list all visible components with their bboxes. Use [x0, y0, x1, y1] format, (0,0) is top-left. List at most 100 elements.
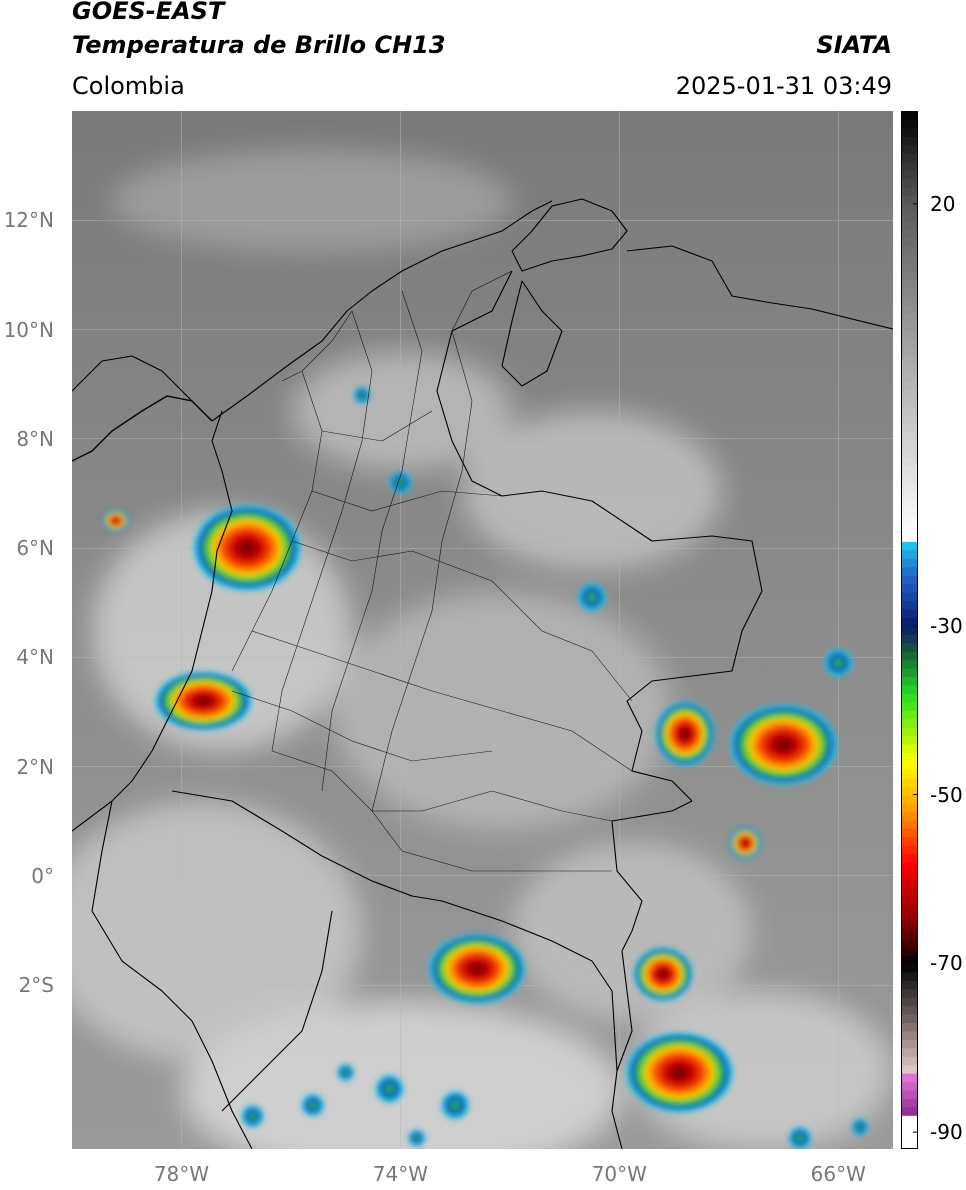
latitude-tick-label: 2°S	[18, 973, 54, 998]
colorbar-band	[901, 1022, 918, 1032]
colorbar-band	[901, 667, 918, 678]
venezuela-coast	[626, 245, 893, 330]
small-convective-cell	[851, 1118, 870, 1137]
colorbar-band	[901, 878, 918, 888]
colorbar-band	[901, 355, 918, 365]
colorbar-band	[901, 769, 918, 779]
colorbar-band	[901, 288, 918, 298]
storm-cell-guainia-south	[728, 826, 762, 860]
product-title: Temperatura de Brillo CH13	[72, 31, 446, 59]
colorbar-band	[901, 532, 918, 542]
colorbar-band	[901, 246, 918, 256]
storm-cell-vichada-west	[654, 701, 716, 767]
latitude-tick-label: 8°N	[16, 426, 54, 451]
colorbar-band	[901, 684, 918, 694]
colorbar-band	[901, 870, 918, 880]
colorbar-band	[901, 161, 918, 171]
colorbar-band	[901, 828, 918, 838]
latitude-tick-label: 10°N	[3, 317, 54, 342]
colorbar-band	[901, 997, 918, 1007]
colorbar-band	[901, 803, 918, 813]
colorbar-band	[901, 887, 918, 897]
colorbar-tick-label: -90	[930, 1120, 963, 1145]
colorbar-band	[901, 381, 918, 391]
colorbar-band	[901, 127, 918, 137]
latitude-tick-label: 2°N	[16, 754, 54, 779]
small-convective-cell	[374, 1073, 405, 1104]
map-gridlines	[72, 111, 893, 1149]
colombia-coast-caribbean	[211, 200, 553, 422]
latitude-tick-label: 12°N	[3, 208, 54, 233]
colorbar-band	[901, 1132, 918, 1142]
colorbar-band	[901, 735, 918, 745]
colorbar-band	[901, 836, 918, 846]
colorbar-band	[901, 170, 918, 180]
colorbar-band	[901, 305, 918, 315]
colorbar-band	[901, 296, 918, 306]
colorbar-band	[901, 212, 918, 222]
storm-cell-caribbean-islets	[102, 509, 130, 532]
colorbar-band	[901, 490, 918, 500]
colorbar-band	[901, 617, 918, 627]
colorbar-band	[901, 895, 918, 905]
colorbar-band	[901, 313, 918, 323]
colorbar-band	[901, 701, 918, 711]
colorbar-band	[901, 1013, 918, 1024]
datetime-label: 2025-01-31 03:49	[675, 72, 892, 100]
longitude-tick-label: 78°W	[153, 1162, 210, 1186]
colorbar-band	[901, 1073, 918, 1083]
colorbar-band	[901, 634, 918, 644]
storm-cell-putumayo	[427, 933, 527, 1005]
colorbar-band	[901, 625, 918, 635]
longitude-tick-label: 74°W	[372, 1162, 429, 1186]
colorbar-band	[901, 558, 918, 568]
colorbar-band	[901, 794, 918, 804]
longitude-tick-label: 66°W	[810, 1162, 866, 1186]
colorbar-band	[901, 862, 918, 872]
colorbar-band	[901, 1140, 918, 1149]
colorbar-band	[901, 1098, 918, 1108]
colorbar-band	[901, 710, 918, 720]
panama-coast	[72, 355, 213, 422]
colorbar-band	[901, 524, 918, 534]
colorbar-band	[901, 651, 918, 661]
colorbar-tick-label: 20	[930, 191, 956, 216]
colorbar-band	[901, 575, 918, 585]
colorbar-band	[901, 330, 918, 340]
colorbar-band	[901, 912, 918, 922]
colorbar-band	[901, 423, 918, 433]
colorbar-band	[901, 727, 918, 737]
colorbar-band	[901, 566, 918, 576]
colorbar-band	[901, 1005, 918, 1015]
temperature-colorbar	[901, 111, 918, 1149]
colorbar-band	[901, 1106, 918, 1116]
agency-label: SIATA	[816, 31, 892, 59]
colorbar-band	[901, 448, 918, 458]
colorbar-band	[901, 457, 918, 467]
colorbar-band	[901, 397, 918, 407]
small-convective-cell	[407, 1129, 426, 1148]
satellite-map	[72, 111, 893, 1149]
small-convective-cell	[823, 647, 854, 678]
colorbar-band	[901, 507, 918, 517]
colorbar-band	[901, 786, 918, 796]
colorbar-band	[901, 600, 918, 610]
small-convective-cell	[440, 1090, 471, 1121]
colorbar-band	[901, 499, 918, 509]
storm-outlines	[72, 395, 213, 462]
longitude-tick-label: 70°W	[591, 1162, 647, 1186]
region-label: Colombia	[72, 72, 185, 100]
colorbar-band	[901, 954, 918, 964]
colorbar-band	[901, 364, 918, 374]
colombia-ecuador-peru-border	[171, 790, 618, 1072]
colorbar-band	[901, 980, 918, 990]
colorbar-band	[901, 1064, 918, 1074]
guajira-peninsula	[511, 198, 628, 272]
colorbar-band	[901, 279, 918, 289]
colorbar-tick-label: -70	[930, 951, 963, 976]
colorbar-band	[901, 1123, 918, 1133]
colorbar-band	[901, 119, 918, 129]
small-convective-cell	[576, 582, 607, 613]
colombia-brazil-border	[611, 800, 693, 1149]
maracaibo-lake	[501, 280, 563, 387]
